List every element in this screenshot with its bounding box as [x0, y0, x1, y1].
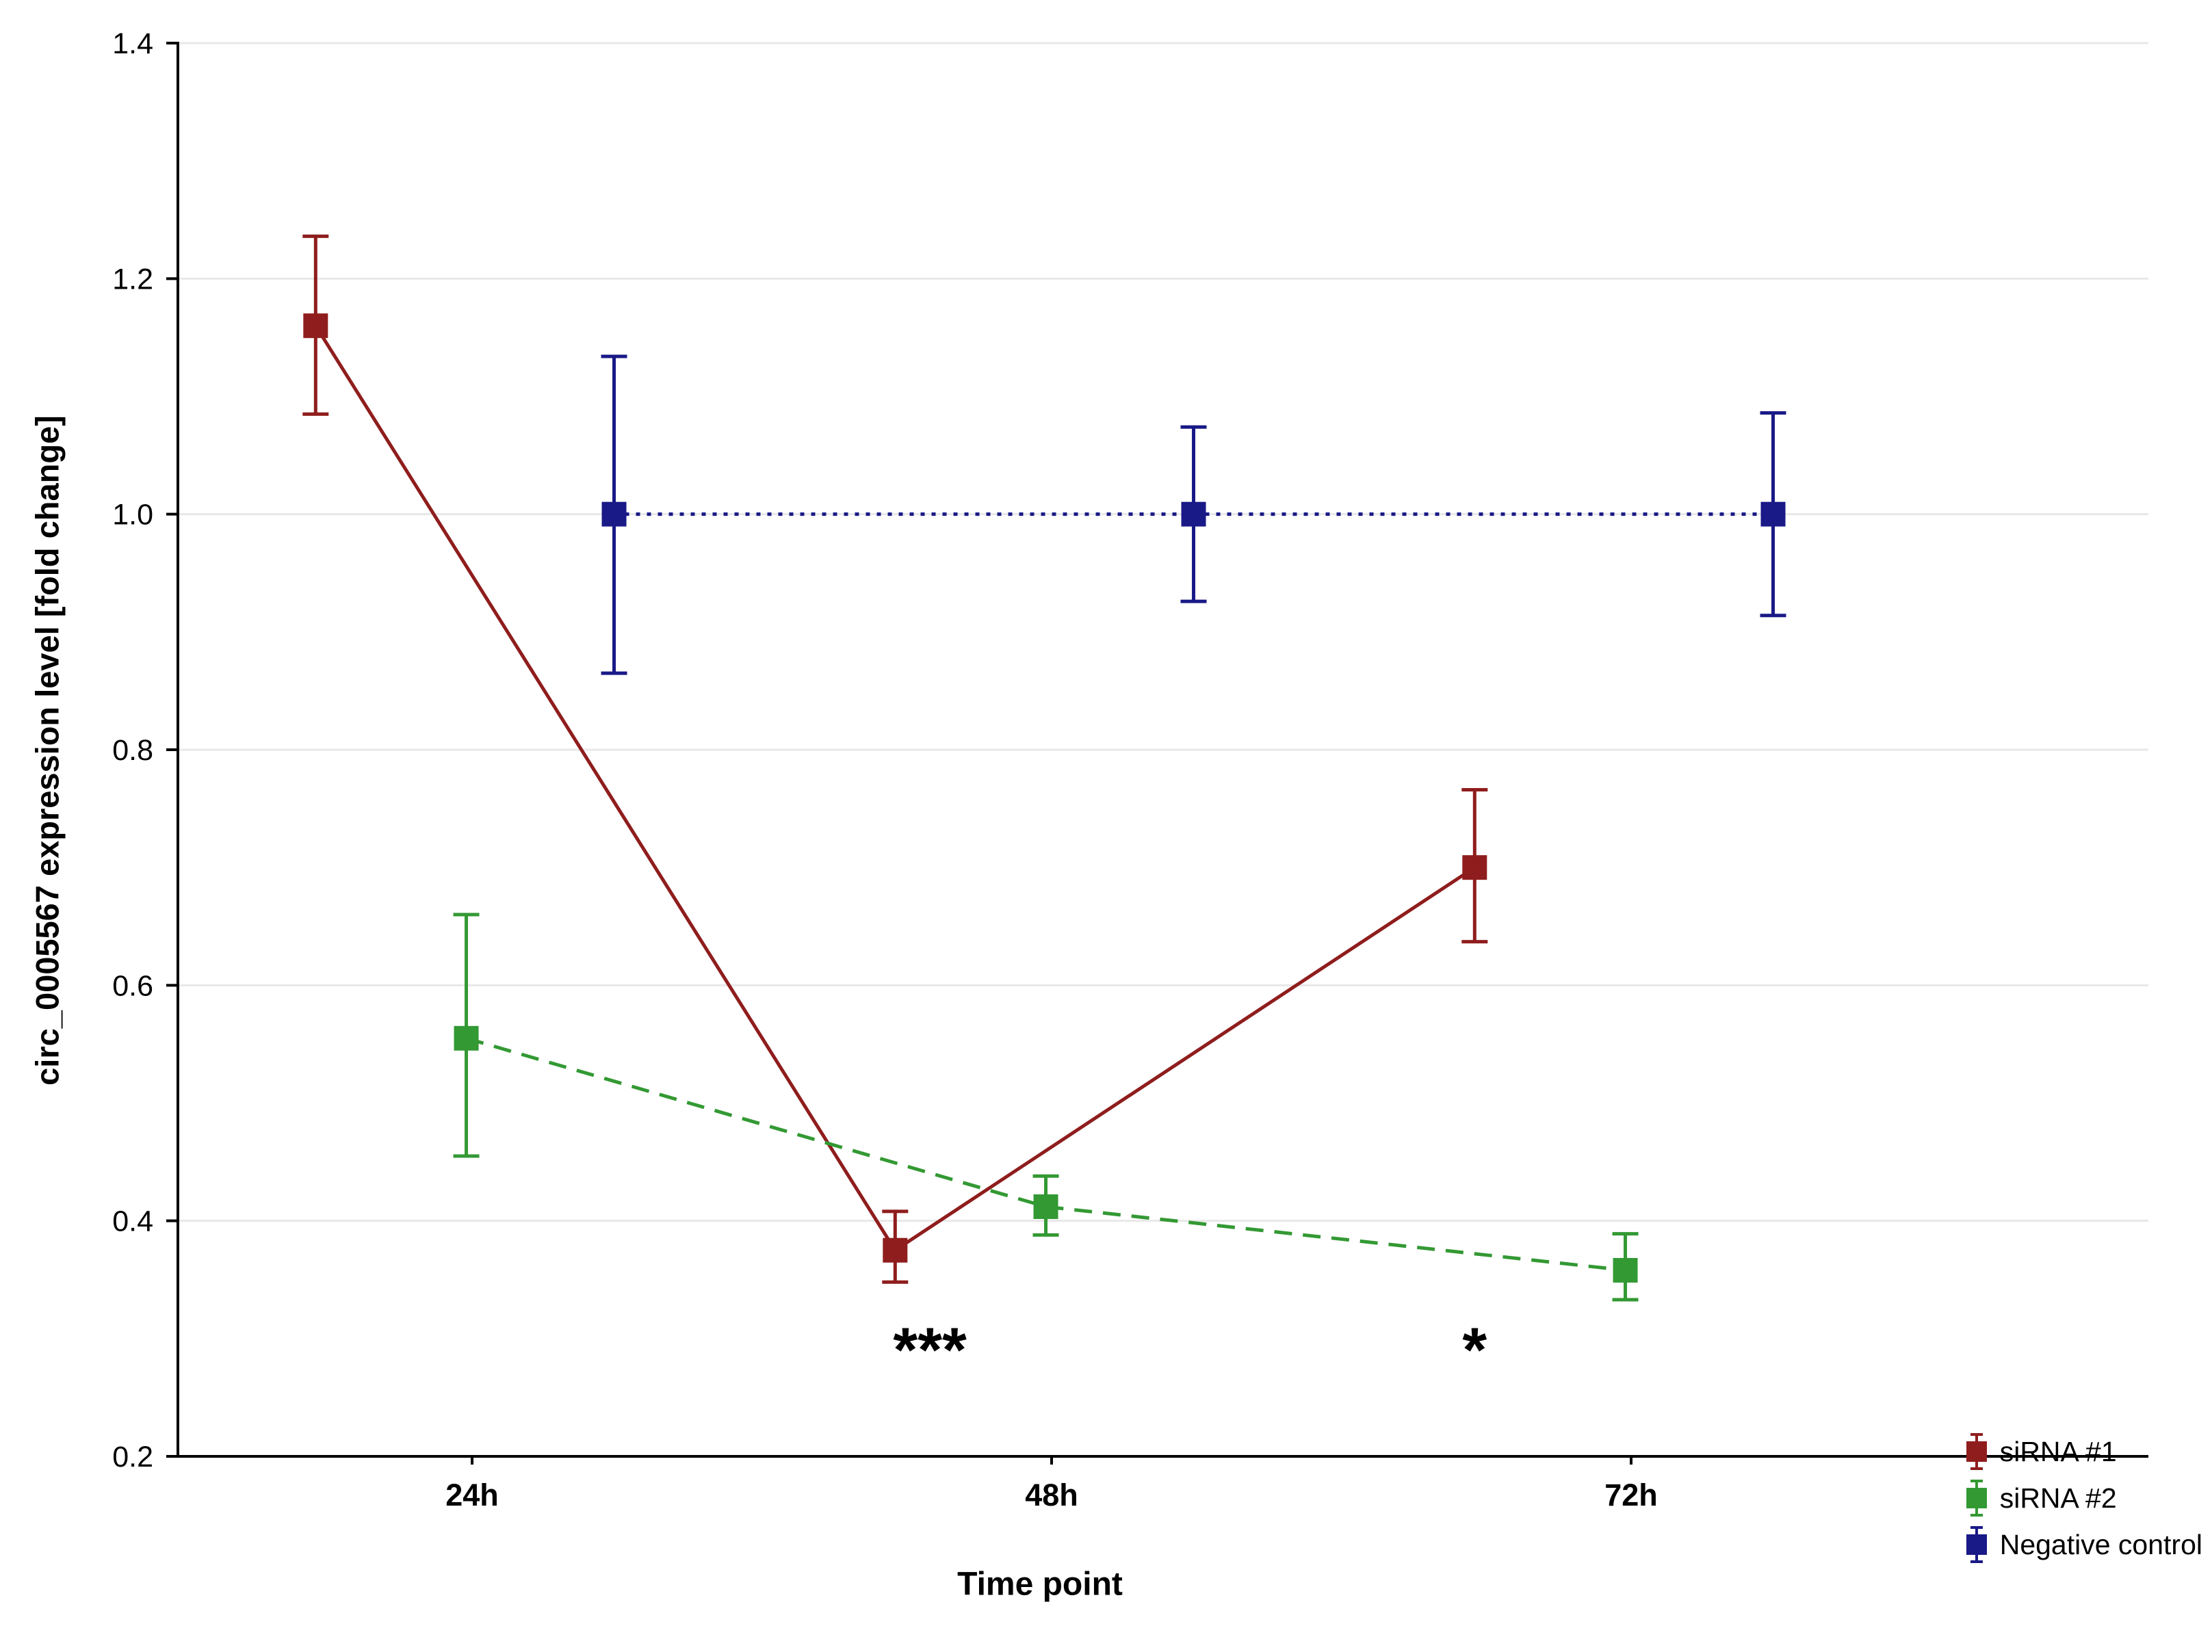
data-point-marker	[1613, 1257, 1638, 1283]
legend-label: Negative control	[1999, 1528, 2202, 1560]
y-tick-label: 0.4	[112, 1205, 153, 1238]
y-tick-label: 0.2	[112, 1441, 153, 1473]
y-tick-label: 0.6	[112, 969, 153, 1002]
data-point-marker	[454, 1025, 479, 1051]
legend-item: siRNA #2	[1964, 1479, 2117, 1517]
x-tick-label: 72h	[1604, 1478, 1658, 1512]
legend-item: siRNA #1	[1964, 1432, 2117, 1471]
legend-label: siRNA #1	[1999, 1435, 2117, 1467]
significance-annotation: *	[1462, 1315, 1487, 1385]
error-bar-marker-icon	[1966, 1526, 1987, 1563]
y-tick-label: 1.0	[112, 499, 153, 532]
error-bar-marker-icon	[1966, 1480, 1987, 1517]
data-point-marker	[1760, 501, 1786, 527]
legend-item: Negative control	[1964, 1525, 2202, 1564]
y-tick-label: 1.4	[112, 27, 153, 60]
data-point-marker	[883, 1237, 908, 1263]
legend-label: siRNA #2	[1999, 1482, 2117, 1514]
data-point-marker	[1181, 501, 1206, 527]
data-point-marker	[1033, 1194, 1058, 1220]
error-bar-marker-icon	[1966, 1433, 1987, 1470]
significance-annotation: ***	[893, 1315, 967, 1385]
x-tick-label: 24h	[445, 1478, 499, 1512]
series-line	[314, 324, 1476, 1253]
y-tick-label: 1.2	[112, 263, 153, 296]
y-axis-title: circ_0005567 expression level [fold chan…	[29, 415, 66, 1086]
data-point-marker	[601, 501, 627, 527]
x-tick-label: 48h	[1025, 1478, 1078, 1512]
legend: siRNA #1 siRNA #2 Negative control	[1964, 1432, 2202, 1564]
data-point-marker	[1462, 855, 1487, 880]
y-tick-label: 0.8	[112, 734, 153, 767]
data-point-marker	[303, 313, 328, 339]
x-axis-title: Time point	[957, 1566, 1123, 1603]
